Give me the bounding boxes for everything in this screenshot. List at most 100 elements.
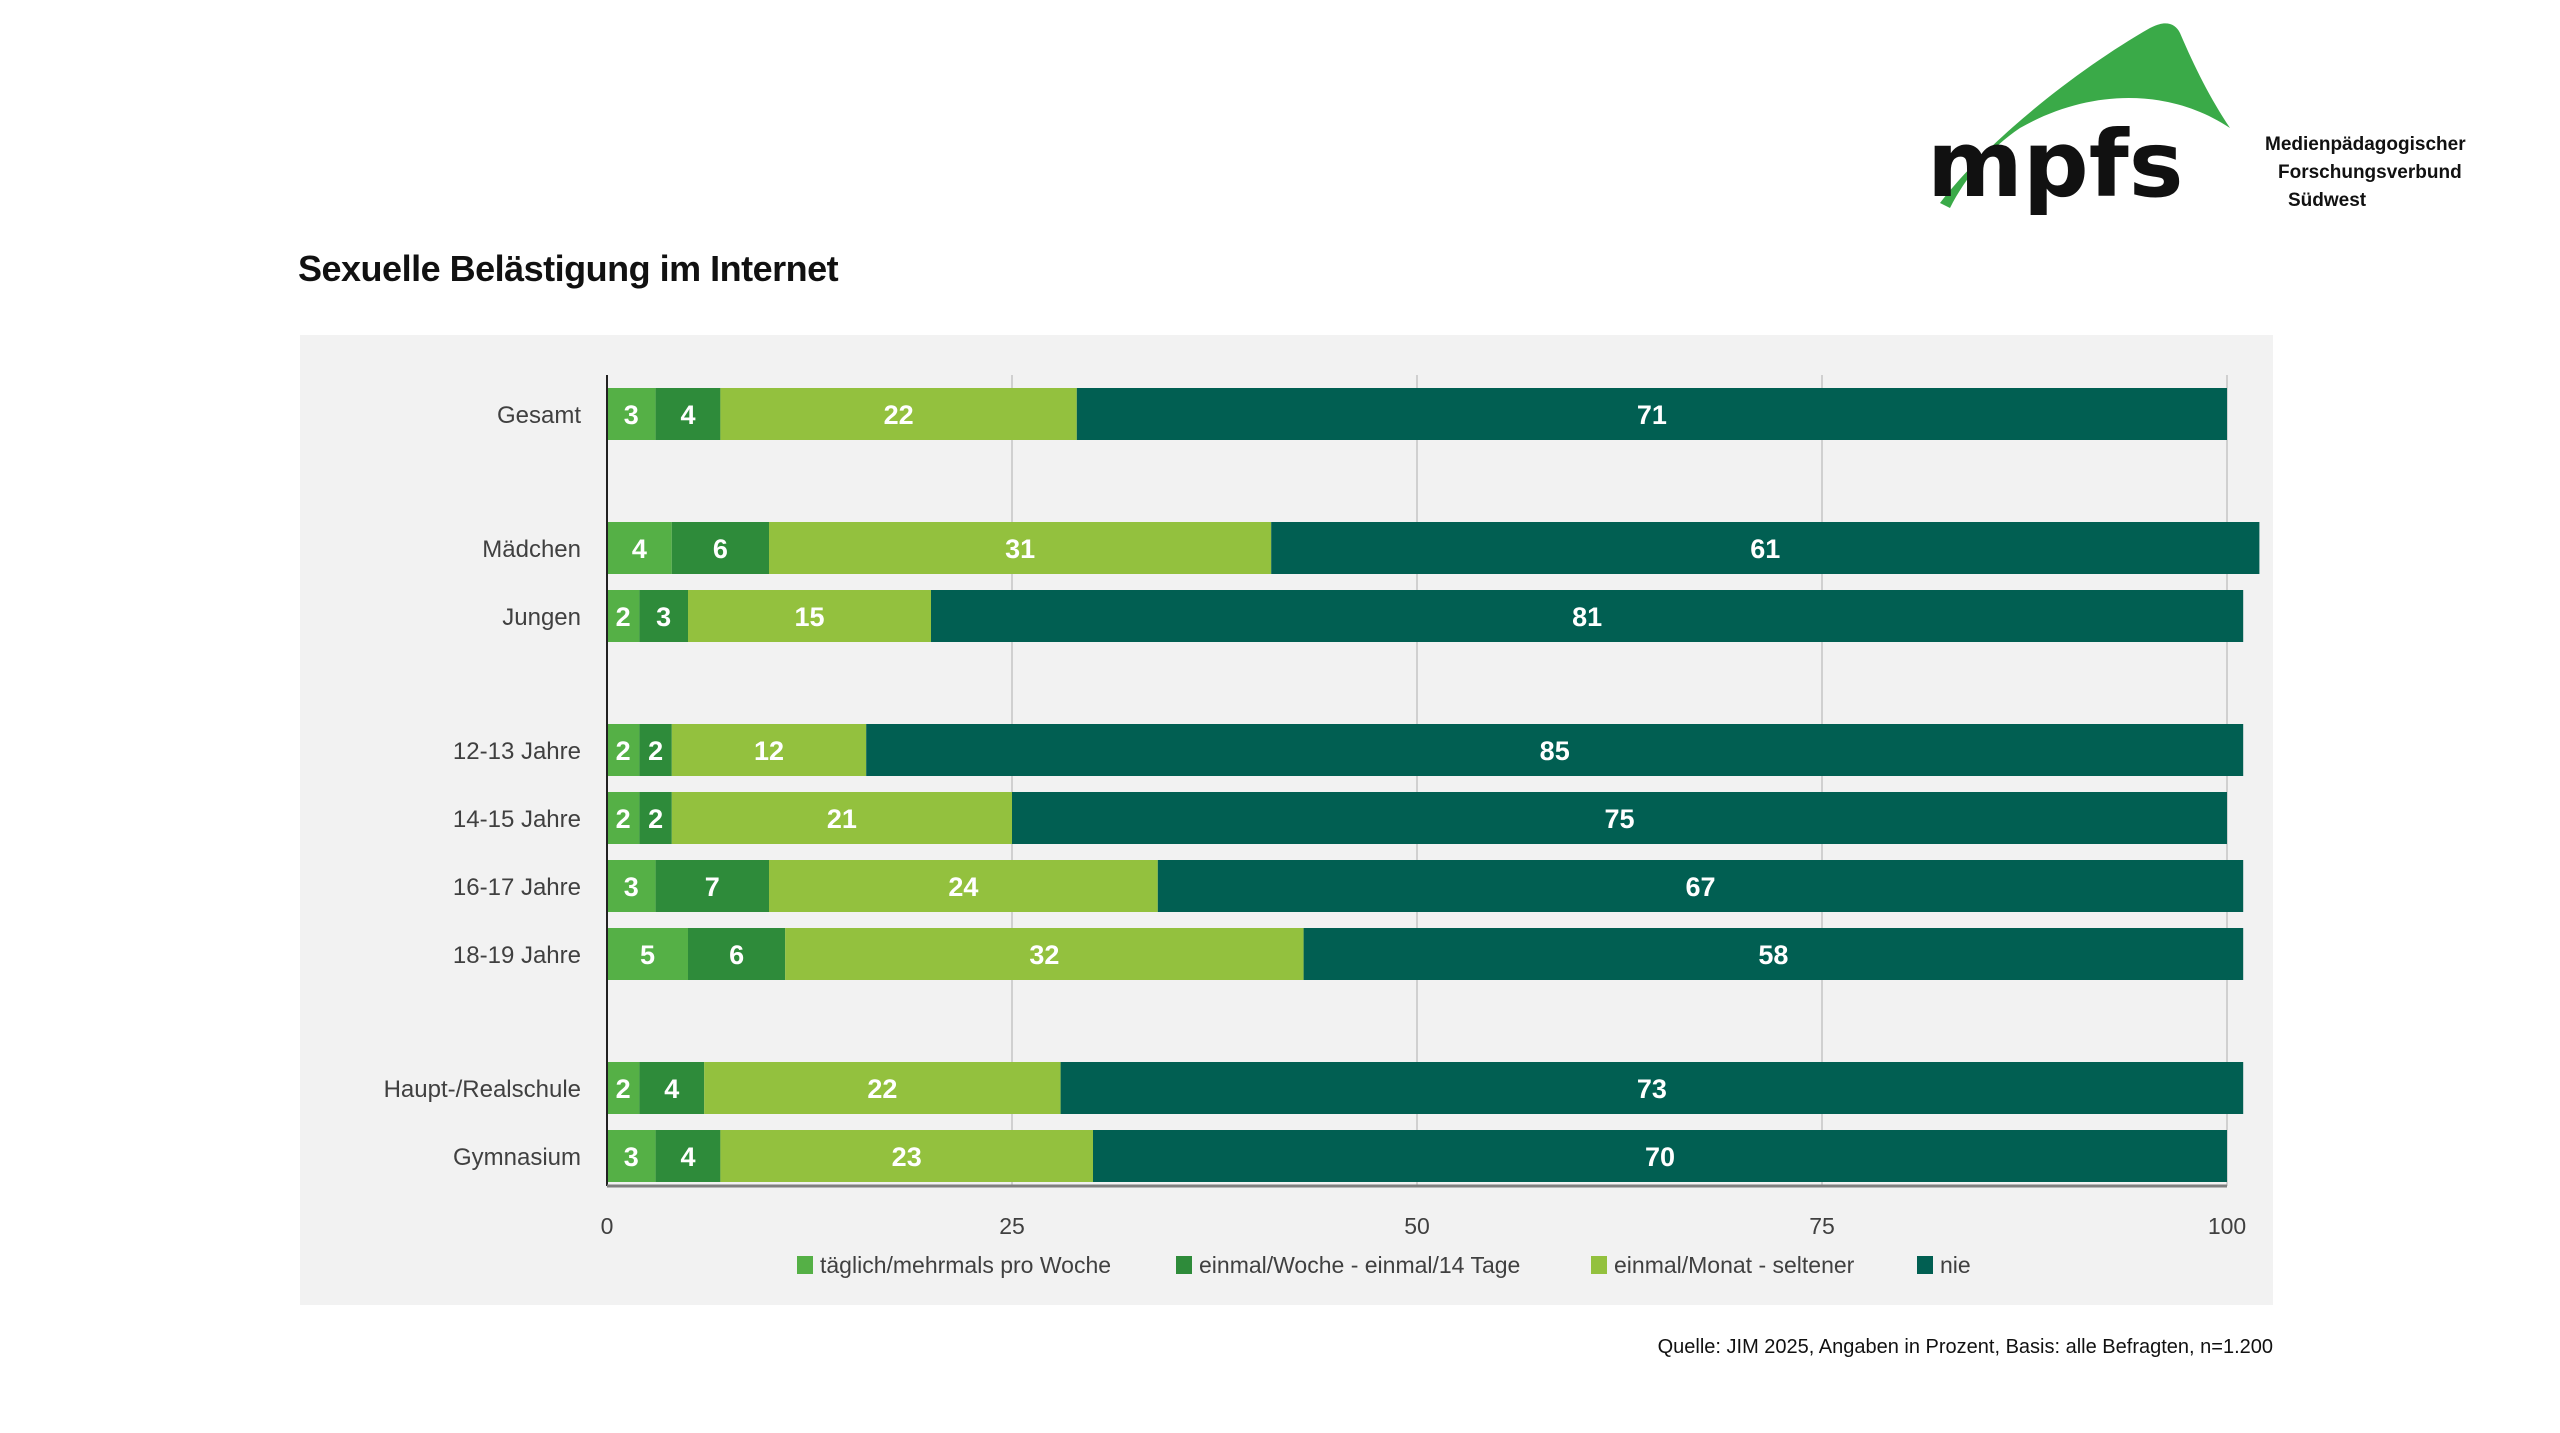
- data-label: 3: [624, 1142, 639, 1172]
- data-label: 81: [1572, 602, 1602, 632]
- bar-segment: [720, 1130, 1093, 1182]
- bar-segment: [1060, 1062, 2244, 1114]
- mpfs-logo: mpfs Medienpädagogischer Forschungsverbu…: [1927, 18, 2490, 228]
- bar-segment: [769, 522, 1272, 574]
- bar-segment: [639, 1062, 705, 1114]
- data-label: 3: [656, 602, 671, 632]
- tick-label: 0: [601, 1213, 614, 1239]
- bar-segment: [639, 792, 672, 844]
- bar-segment: [671, 522, 769, 574]
- bar-segment: [607, 792, 640, 844]
- category-label: Gesamt: [497, 402, 581, 429]
- gridlines: [1011, 375, 2228, 1186]
- data-label: 67: [1685, 872, 1715, 902]
- logo-line-1: Medienpädagogischer: [2265, 134, 2466, 155]
- data-label: 4: [632, 534, 647, 564]
- category-label: 16-17 Jahre: [453, 874, 581, 901]
- category-labels: Gesamt Mädchen Jungen 12-13 Jahre 14-15 Jahr…: [384, 402, 582, 1171]
- data-label: 70: [1645, 1142, 1675, 1172]
- bars: 3 4 22 714 6 31 612 3 15 812 2 12 852 2 21 753 7 24 675 6 32…: [607, 388, 2260, 1182]
- bar-segment: [1271, 522, 2260, 574]
- logo-arc-icon: mpfs: [1927, 23, 2230, 218]
- logo-arc: [1940, 23, 2230, 208]
- bar-segment: [655, 388, 721, 440]
- tick-label: 100: [2208, 1213, 2246, 1239]
- data-label: 85: [1540, 736, 1570, 766]
- bar-segment: [931, 590, 2244, 642]
- logo-line-3: Südwest: [2288, 190, 2367, 211]
- tick-label: 75: [1809, 1213, 1835, 1239]
- data-label: 6: [729, 940, 744, 970]
- legend-swatch: [797, 1256, 813, 1274]
- category-label: Gymnasium: [453, 1144, 581, 1171]
- data-label: 2: [648, 804, 663, 834]
- category-label: Haupt-/Realschule: [384, 1076, 581, 1103]
- bar-segment: [1093, 1130, 2227, 1182]
- bar-segment: [704, 1062, 1061, 1114]
- bar-segment: [607, 1062, 640, 1114]
- data-label: 73: [1637, 1074, 1667, 1104]
- bar-segment: [655, 1130, 721, 1182]
- bar-segment: [607, 860, 656, 912]
- data-label: 71: [1637, 400, 1667, 430]
- category-label: 18-19 Jahre: [453, 942, 581, 969]
- bar-segment: [1012, 792, 2227, 844]
- data-label: 61: [1750, 534, 1780, 564]
- data-label: 6: [713, 534, 728, 564]
- bar-segment: [655, 860, 769, 912]
- legend: täglich/mehrmals pro Woche einmal/Woche -…: [797, 1252, 1971, 1278]
- bar-segment: [671, 792, 1012, 844]
- data-label: 4: [680, 400, 695, 430]
- bar-segment: [639, 724, 672, 776]
- bar-segment: [785, 928, 1304, 980]
- legend-label: nie: [1940, 1252, 1971, 1278]
- bar-segment: [866, 724, 2244, 776]
- legend-swatch: [1176, 1256, 1192, 1274]
- tick-label: 50: [1404, 1213, 1430, 1239]
- legend-label: täglich/mehrmals pro Woche: [820, 1252, 1111, 1278]
- data-label: 2: [616, 804, 631, 834]
- source-note: Quelle: JIM 2025, Angaben in Prozent, Ba…: [1657, 1336, 2273, 1358]
- bar-segment: [607, 522, 672, 574]
- bar-segment: [607, 590, 640, 642]
- x-axis: 0 25 50 75 100: [601, 375, 2246, 1239]
- data-label: 2: [648, 736, 663, 766]
- category-label: 14-15 Jahre: [453, 806, 581, 833]
- category-label: Jungen: [502, 604, 581, 631]
- data-label: 2: [616, 736, 631, 766]
- logo-wordmark: mpfs: [1930, 111, 2184, 218]
- bar-segment: [769, 860, 1158, 912]
- legend-label: einmal/Woche - einmal/14 Tage: [1199, 1252, 1520, 1278]
- data-label: 2: [616, 602, 631, 632]
- data-label: 58: [1758, 940, 1788, 970]
- data-label: 75: [1604, 804, 1634, 834]
- data-label: 3: [624, 872, 639, 902]
- bar-segment: [1303, 928, 2244, 980]
- bar-segment: [607, 1130, 656, 1182]
- logo-line-2: Forschungsverbund: [2278, 162, 2462, 183]
- tick-label: 25: [999, 1213, 1025, 1239]
- data-label: 15: [794, 602, 824, 632]
- bar-segment: [720, 388, 1077, 440]
- data-label: 32: [1029, 940, 1059, 970]
- data-label: 12: [754, 736, 784, 766]
- data-label: 5: [640, 940, 655, 970]
- data-label: 7: [705, 872, 720, 902]
- bar-segment: [639, 590, 688, 642]
- bar-segment: [688, 928, 786, 980]
- legend-swatch: [1591, 1256, 1607, 1274]
- category-label: 12-13 Jahre: [453, 738, 581, 765]
- data-label: 24: [948, 872, 978, 902]
- page-title: Sexuelle Belästigung im Internet: [298, 248, 839, 289]
- data-label: 22: [884, 400, 914, 430]
- data-label: 31: [1005, 534, 1035, 564]
- bar-segment: [688, 590, 931, 642]
- legend-label: einmal/Monat - seltener: [1614, 1252, 1855, 1278]
- data-label: 4: [664, 1074, 679, 1104]
- data-label: 2: [616, 1074, 631, 1104]
- category-label: Mädchen: [482, 536, 581, 563]
- bar-segment: [1157, 860, 2244, 912]
- data-label: 21: [827, 804, 857, 834]
- data-label: 22: [867, 1074, 897, 1104]
